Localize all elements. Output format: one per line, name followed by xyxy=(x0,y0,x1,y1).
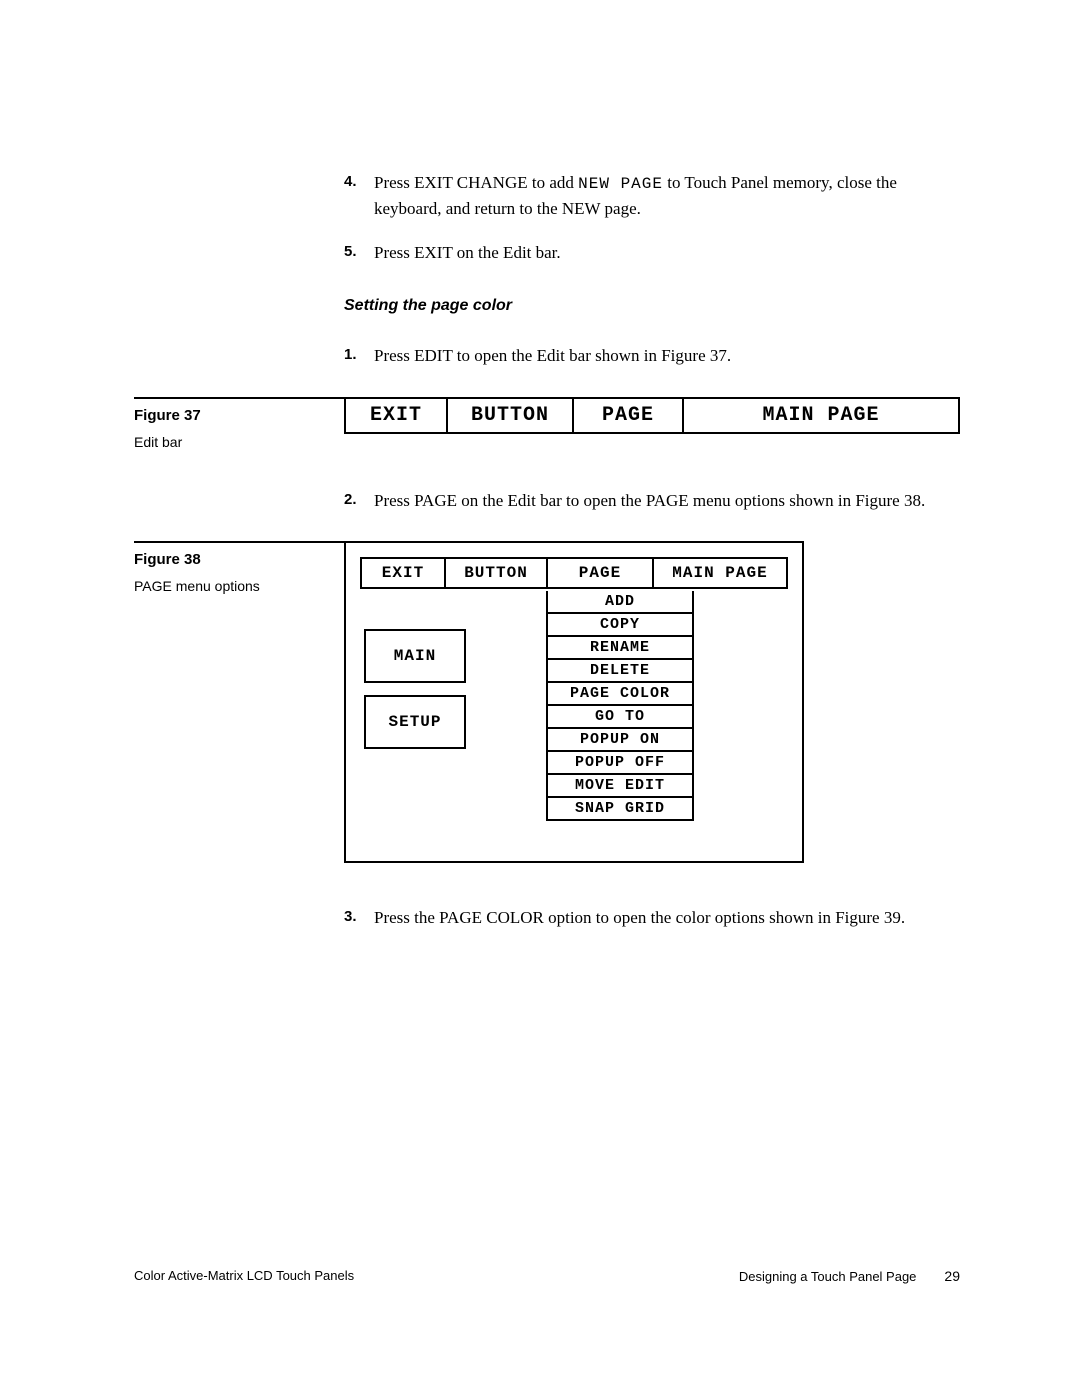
page-menu-options: ADD COPY RENAME DELETE PAGE COLOR GO TO … xyxy=(546,591,694,821)
footer-section: Designing a Touch Panel Page xyxy=(739,1269,917,1284)
step-text-pre: Press EXIT CHANGE to add xyxy=(374,173,578,192)
section-heading: Setting the page color xyxy=(344,297,960,315)
menu-exit-button[interactable]: EXIT xyxy=(362,559,446,587)
step-number: 4. xyxy=(344,170,374,222)
menu-option-move-edit[interactable]: MOVE EDIT xyxy=(546,775,694,798)
step-text: Press EDIT to open the Edit bar shown in… xyxy=(374,343,960,369)
page-footer: Color Active-Matrix LCD Touch Panels Des… xyxy=(134,1268,960,1284)
menu-option-copy[interactable]: COPY xyxy=(546,614,694,637)
step-number: 2. xyxy=(344,488,374,514)
menu-option-popup-off[interactable]: POPUP OFF xyxy=(546,752,694,775)
menu-option-rename[interactable]: RENAME xyxy=(546,637,694,660)
menu-left-col: MAIN SETUP xyxy=(360,591,470,821)
editbar-page-button[interactable]: PAGE xyxy=(574,399,684,432)
menu-topbar: EXIT BUTTON PAGE MAIN PAGE xyxy=(360,557,788,589)
step-4: 4. Press EXIT CHANGE to add NEW PAGE to … xyxy=(344,170,960,222)
figure-37-content: EXIT BUTTON PAGE MAIN PAGE xyxy=(344,397,960,434)
setup-button[interactable]: SETUP xyxy=(364,695,466,749)
footer-left: Color Active-Matrix LCD Touch Panels xyxy=(134,1268,354,1284)
menu-page-button[interactable]: PAGE xyxy=(548,559,654,587)
figure-label: Figure 38 xyxy=(134,551,344,568)
step-number: 1. xyxy=(344,343,374,369)
step-number: 3. xyxy=(344,905,374,931)
menu-body: MAIN SETUP ADD COPY RENAME DELETE PAGE C… xyxy=(360,591,788,821)
menu-button-button[interactable]: BUTTON xyxy=(446,559,548,587)
menu-option-popup-on[interactable]: POPUP ON xyxy=(546,729,694,752)
figure-caption: PAGE menu options xyxy=(134,578,344,594)
step-5: 5. Press EXIT on the Edit bar. xyxy=(344,240,960,266)
substep-1: 1. Press EDIT to open the Edit bar shown… xyxy=(344,343,960,369)
step-text: Press EXIT on the Edit bar. xyxy=(374,240,960,266)
step-text: Press EXIT CHANGE to add NEW PAGE to Tou… xyxy=(374,170,960,222)
main-button[interactable]: MAIN xyxy=(364,629,466,683)
menu-spacer xyxy=(470,591,546,821)
figure-38-label-col: Figure 38 PAGE menu options xyxy=(134,541,344,594)
edit-bar: EXIT BUTTON PAGE MAIN PAGE xyxy=(344,397,960,434)
figure-caption: Edit bar xyxy=(134,434,344,450)
footer-page-number: 29 xyxy=(944,1268,960,1284)
step-text-mono: NEW PAGE xyxy=(578,175,663,193)
substep-3: 3. Press the PAGE COLOR option to open t… xyxy=(344,905,960,931)
step-text: Press PAGE on the Edit bar to open the P… xyxy=(374,488,960,514)
figure-38-row: Figure 38 PAGE menu options EXIT BUTTON … xyxy=(134,541,960,863)
substep-2: 2. Press PAGE on the Edit bar to open th… xyxy=(344,488,960,514)
editbar-exit-button[interactable]: EXIT xyxy=(346,399,448,432)
figure-37-row: Figure 37 Edit bar EXIT BUTTON PAGE MAIN… xyxy=(134,397,960,450)
figure-label: Figure 37 xyxy=(134,407,344,424)
menu-option-add[interactable]: ADD xyxy=(546,591,694,614)
menu-option-snap-grid[interactable]: SNAP GRID xyxy=(546,798,694,821)
figure-38-content: EXIT BUTTON PAGE MAIN PAGE MAIN SETUP AD… xyxy=(344,541,960,863)
step-number: 5. xyxy=(344,240,374,266)
menu-main-page-label: MAIN PAGE xyxy=(654,559,786,587)
menu-option-delete[interactable]: DELETE xyxy=(546,660,694,683)
page-menu-panel: EXIT BUTTON PAGE MAIN PAGE MAIN SETUP AD… xyxy=(344,541,804,863)
menu-option-go-to[interactable]: GO TO xyxy=(546,706,694,729)
menu-option-page-color[interactable]: PAGE COLOR xyxy=(546,683,694,706)
menu-right-spacer xyxy=(694,591,788,821)
editbar-main-page-label: MAIN PAGE xyxy=(684,399,958,432)
editbar-button-button[interactable]: BUTTON xyxy=(448,399,574,432)
step-text: Press the PAGE COLOR option to open the … xyxy=(374,905,960,931)
figure-37-label-col: Figure 37 Edit bar xyxy=(134,397,344,450)
